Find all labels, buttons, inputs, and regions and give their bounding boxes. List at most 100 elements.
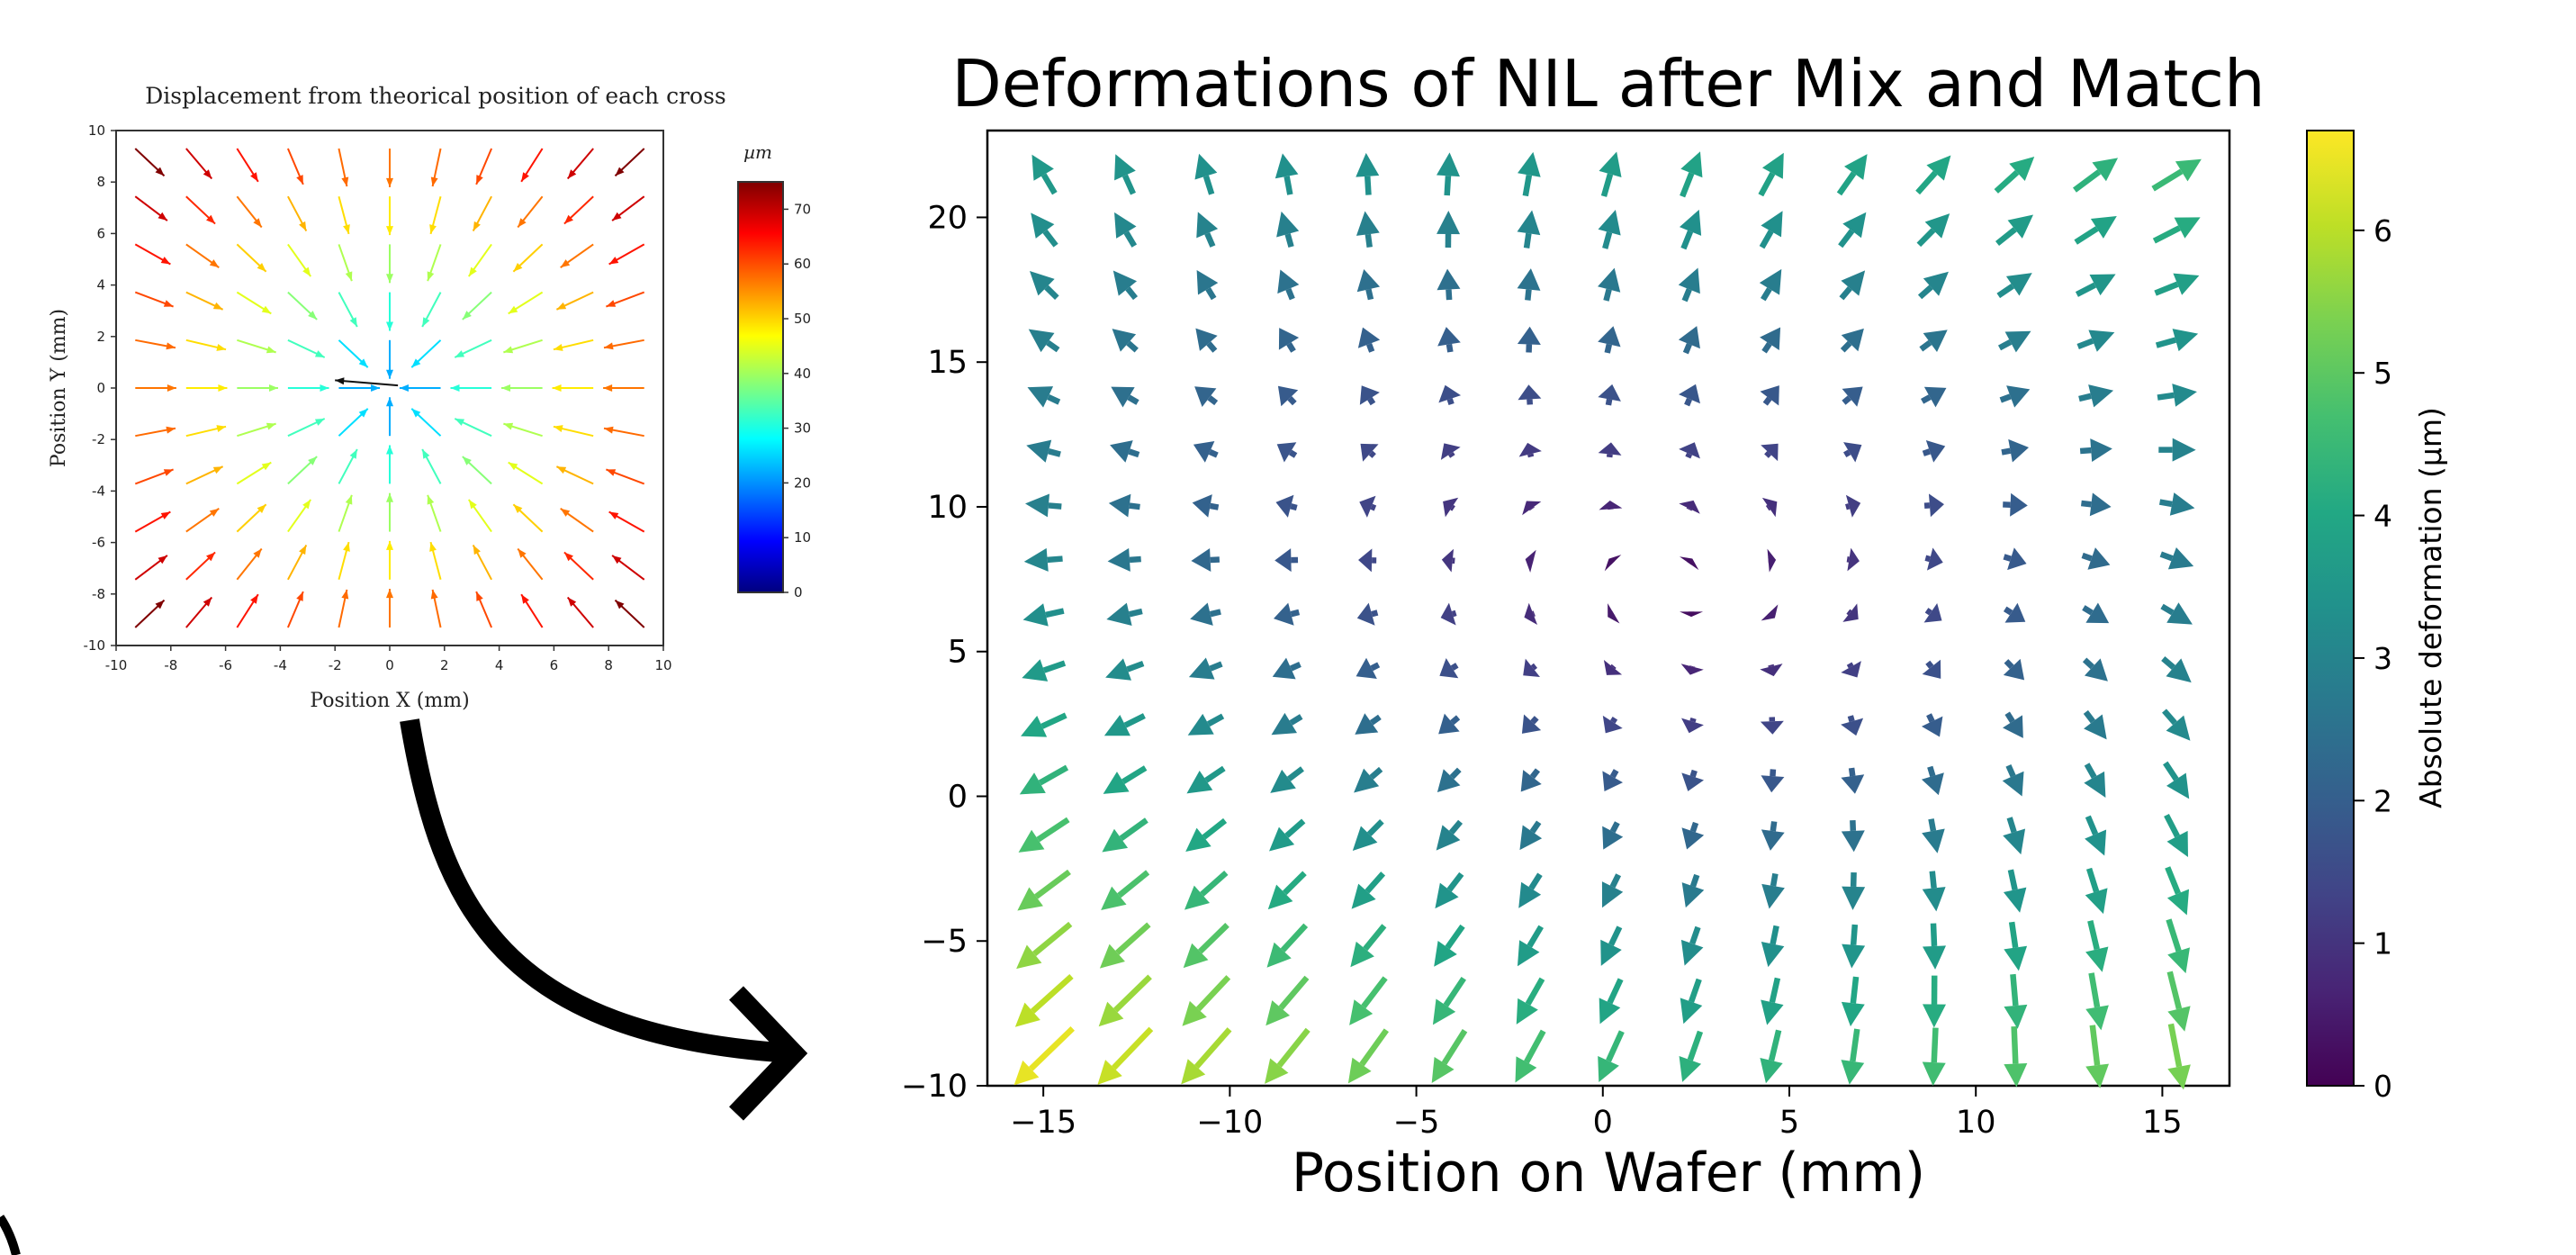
small-displacement-arrow	[386, 492, 393, 532]
main-deformation-arrow	[2084, 763, 2106, 798]
main-deformation-arrow	[1265, 975, 1310, 1026]
main-deformation-arrow	[1031, 154, 1058, 195]
main-deformation-arrow	[2151, 158, 2202, 192]
small-displacement-arrow	[335, 377, 399, 387]
main-deformation-arrow	[1437, 327, 1461, 353]
small-displacement-arrow	[287, 195, 308, 232]
small-y-tick-label: 10	[88, 122, 105, 139]
main-deformation-arrow	[1105, 658, 1145, 681]
main-deformation-arrow	[1023, 547, 1063, 572]
small-displacement-arrow	[517, 547, 544, 581]
main-colorbar-tick-label: 5	[2373, 356, 2392, 391]
main-deformation-arrow	[1191, 548, 1220, 572]
small-y-tick-label: 2	[96, 329, 105, 345]
small-arrow-layer	[134, 148, 645, 628]
main-y-tick-label: 10	[927, 490, 968, 526]
small-displacement-arrow	[338, 148, 349, 187]
small-displacement-arrow	[286, 591, 304, 628]
main-deformation-arrow	[1275, 494, 1298, 518]
main-deformation-arrow	[1269, 818, 1306, 852]
small-displacement-arrow	[560, 243, 594, 268]
main-deformation-arrow	[1112, 329, 1139, 353]
small-displacement-arrow	[467, 243, 492, 277]
main-deformation-arrow	[1438, 384, 1462, 406]
main-deformation-arrow	[1767, 548, 1777, 573]
main-deformation-arrow	[1758, 152, 1784, 197]
small-displacement-arrow	[185, 425, 227, 438]
main-deformation-arrow	[1026, 439, 1061, 463]
main-y-tick-label: 15	[927, 345, 968, 381]
small-displacement-arrow	[386, 149, 393, 187]
main-colorbar-tick-label: 2	[2373, 783, 2392, 818]
main-deformation-arrow	[1440, 602, 1457, 626]
small-y-ticks: -10 -8 -6 -4 -2 0 2 4 6 8 10	[84, 122, 116, 654]
small-displacement-arrow	[553, 339, 594, 351]
main-arrow-layer	[1013, 151, 2202, 1090]
main-deformation-arrow	[1841, 1028, 1865, 1085]
main-deformation-arrow	[2003, 869, 2027, 913]
main-deformation-arrow	[1103, 713, 1146, 736]
small-y-tick-label: -8	[92, 586, 105, 602]
main-deformation-arrow	[1924, 547, 1943, 571]
small-displacement-arrow	[517, 195, 544, 229]
main-deformation-arrow	[1842, 386, 1863, 407]
main-x-tick-label: 5	[1779, 1105, 1799, 1141]
main-deformation-arrow	[1435, 871, 1464, 909]
main-deformation-arrow	[1195, 328, 1218, 353]
main-deformation-arrow	[1680, 611, 1704, 618]
small-displacement-arrow	[185, 195, 216, 225]
main-deformation-arrow	[1519, 820, 1543, 851]
main-deformation-arrow	[1760, 1029, 1783, 1084]
main-deformation-arrow	[2004, 973, 2028, 1029]
main-deformation-arrow	[1678, 267, 1700, 302]
main-deformation-arrow	[2082, 602, 2110, 624]
main-deformation-arrow	[1441, 548, 1455, 573]
main-deformation-arrow	[1194, 153, 1218, 195]
main-deformation-arrow	[1277, 385, 1299, 407]
main-deformation-arrow	[1679, 500, 1700, 514]
main-deformation-arrow	[1838, 212, 1867, 248]
main-deformation-arrow	[1276, 442, 1298, 463]
main-deformation-arrow	[1270, 766, 1304, 793]
main-deformation-arrow	[1922, 975, 1946, 1028]
main-deformation-arrow	[1922, 440, 1946, 463]
main-deformation-arrow	[2160, 602, 2193, 625]
main-y-tick-label: −10	[901, 1069, 968, 1105]
small-x-tick-label: -10	[105, 657, 128, 673]
small-displacement-arrow	[287, 499, 312, 533]
small-displacement-arrow	[338, 244, 353, 282]
main-deformation-arrow	[1921, 765, 1944, 796]
main-deformation-arrow	[1598, 384, 1621, 406]
main-deformation-arrow	[1356, 152, 1380, 195]
small-displacement-arrow	[135, 339, 176, 350]
main-deformation-arrow	[1356, 657, 1381, 679]
main-deformation-arrow	[2079, 438, 2112, 463]
main-deformation-arrow	[1517, 210, 1541, 248]
main-deformation-arrow	[1098, 974, 1152, 1027]
small-displacement-arrow	[236, 291, 272, 315]
small-displacement-arrow	[520, 593, 544, 628]
main-x-tick-label: −15	[1010, 1105, 1076, 1141]
small-displacement-arrow	[185, 465, 224, 485]
main-deformation-arrow	[1437, 268, 1461, 301]
small-displacement-arrow	[508, 461, 544, 485]
main-deformation-arrow	[2152, 217, 2201, 244]
main-deformation-arrow	[1601, 873, 1624, 908]
main-deformation-arrow	[1524, 602, 1538, 626]
main-deformation-arrow	[1110, 440, 1140, 463]
main-deformation-arrow	[1114, 212, 1138, 248]
main-deformation-arrow	[1437, 210, 1461, 248]
small-displacement-arrow	[603, 339, 644, 350]
transition-arrow	[0, 718, 808, 1255]
main-deformation-arrow	[1994, 156, 2035, 194]
main-deformation-arrow	[1182, 975, 1231, 1026]
small-displacement-arrow	[185, 596, 213, 628]
small-displacement-arrow	[566, 596, 594, 628]
small-colorbar-tick-label: 20	[794, 474, 811, 491]
main-deformation-arrow	[1349, 976, 1388, 1025]
main-deformation-arrow	[2074, 215, 2117, 245]
main-deformation-arrow	[1843, 442, 1862, 463]
main-deformation-arrow	[2003, 711, 2023, 738]
main-deformation-arrow	[1022, 603, 1065, 627]
